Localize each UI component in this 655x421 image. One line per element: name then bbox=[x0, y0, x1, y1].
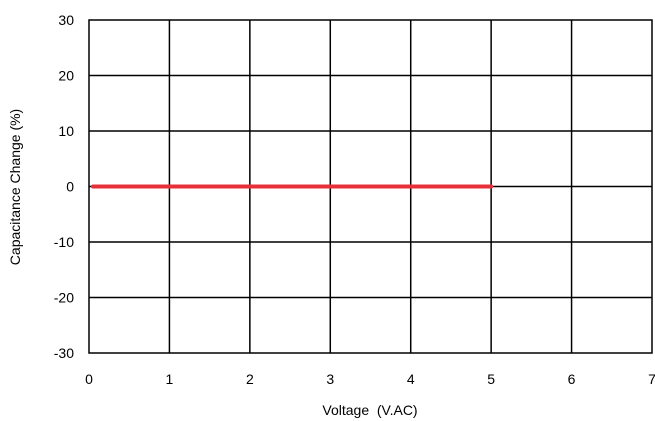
y-tick-label: 10 bbox=[58, 123, 74, 139]
x-tick-label: 2 bbox=[246, 371, 254, 387]
x-tick-label: 1 bbox=[166, 371, 174, 387]
y-tick-labels: 30 20 10 0 -10 -20 -30 bbox=[54, 12, 74, 361]
x-axis-label: Voltage (V.AC) bbox=[322, 402, 417, 418]
x-tick-label: 7 bbox=[648, 371, 655, 387]
y-tick-label: 0 bbox=[66, 179, 74, 195]
x-tick-label: 6 bbox=[568, 371, 576, 387]
y-tick-label: 30 bbox=[58, 12, 74, 28]
y-tick-label: -30 bbox=[54, 345, 74, 361]
x-tick-labels: 0 1 2 3 4 5 6 7 bbox=[85, 371, 655, 387]
x-tick-label: 0 bbox=[85, 371, 93, 387]
x-tick-label: 4 bbox=[407, 371, 415, 387]
y-tick-label: 20 bbox=[58, 68, 74, 84]
plot-frame bbox=[88, 19, 653, 354]
y-tick-label: -20 bbox=[54, 290, 74, 306]
y-axis-label: Capacitance Change (%) bbox=[7, 109, 23, 265]
y-tick-label: -10 bbox=[54, 234, 74, 250]
x-tick-label: 5 bbox=[487, 371, 495, 387]
x-tick-label: 3 bbox=[326, 371, 334, 387]
